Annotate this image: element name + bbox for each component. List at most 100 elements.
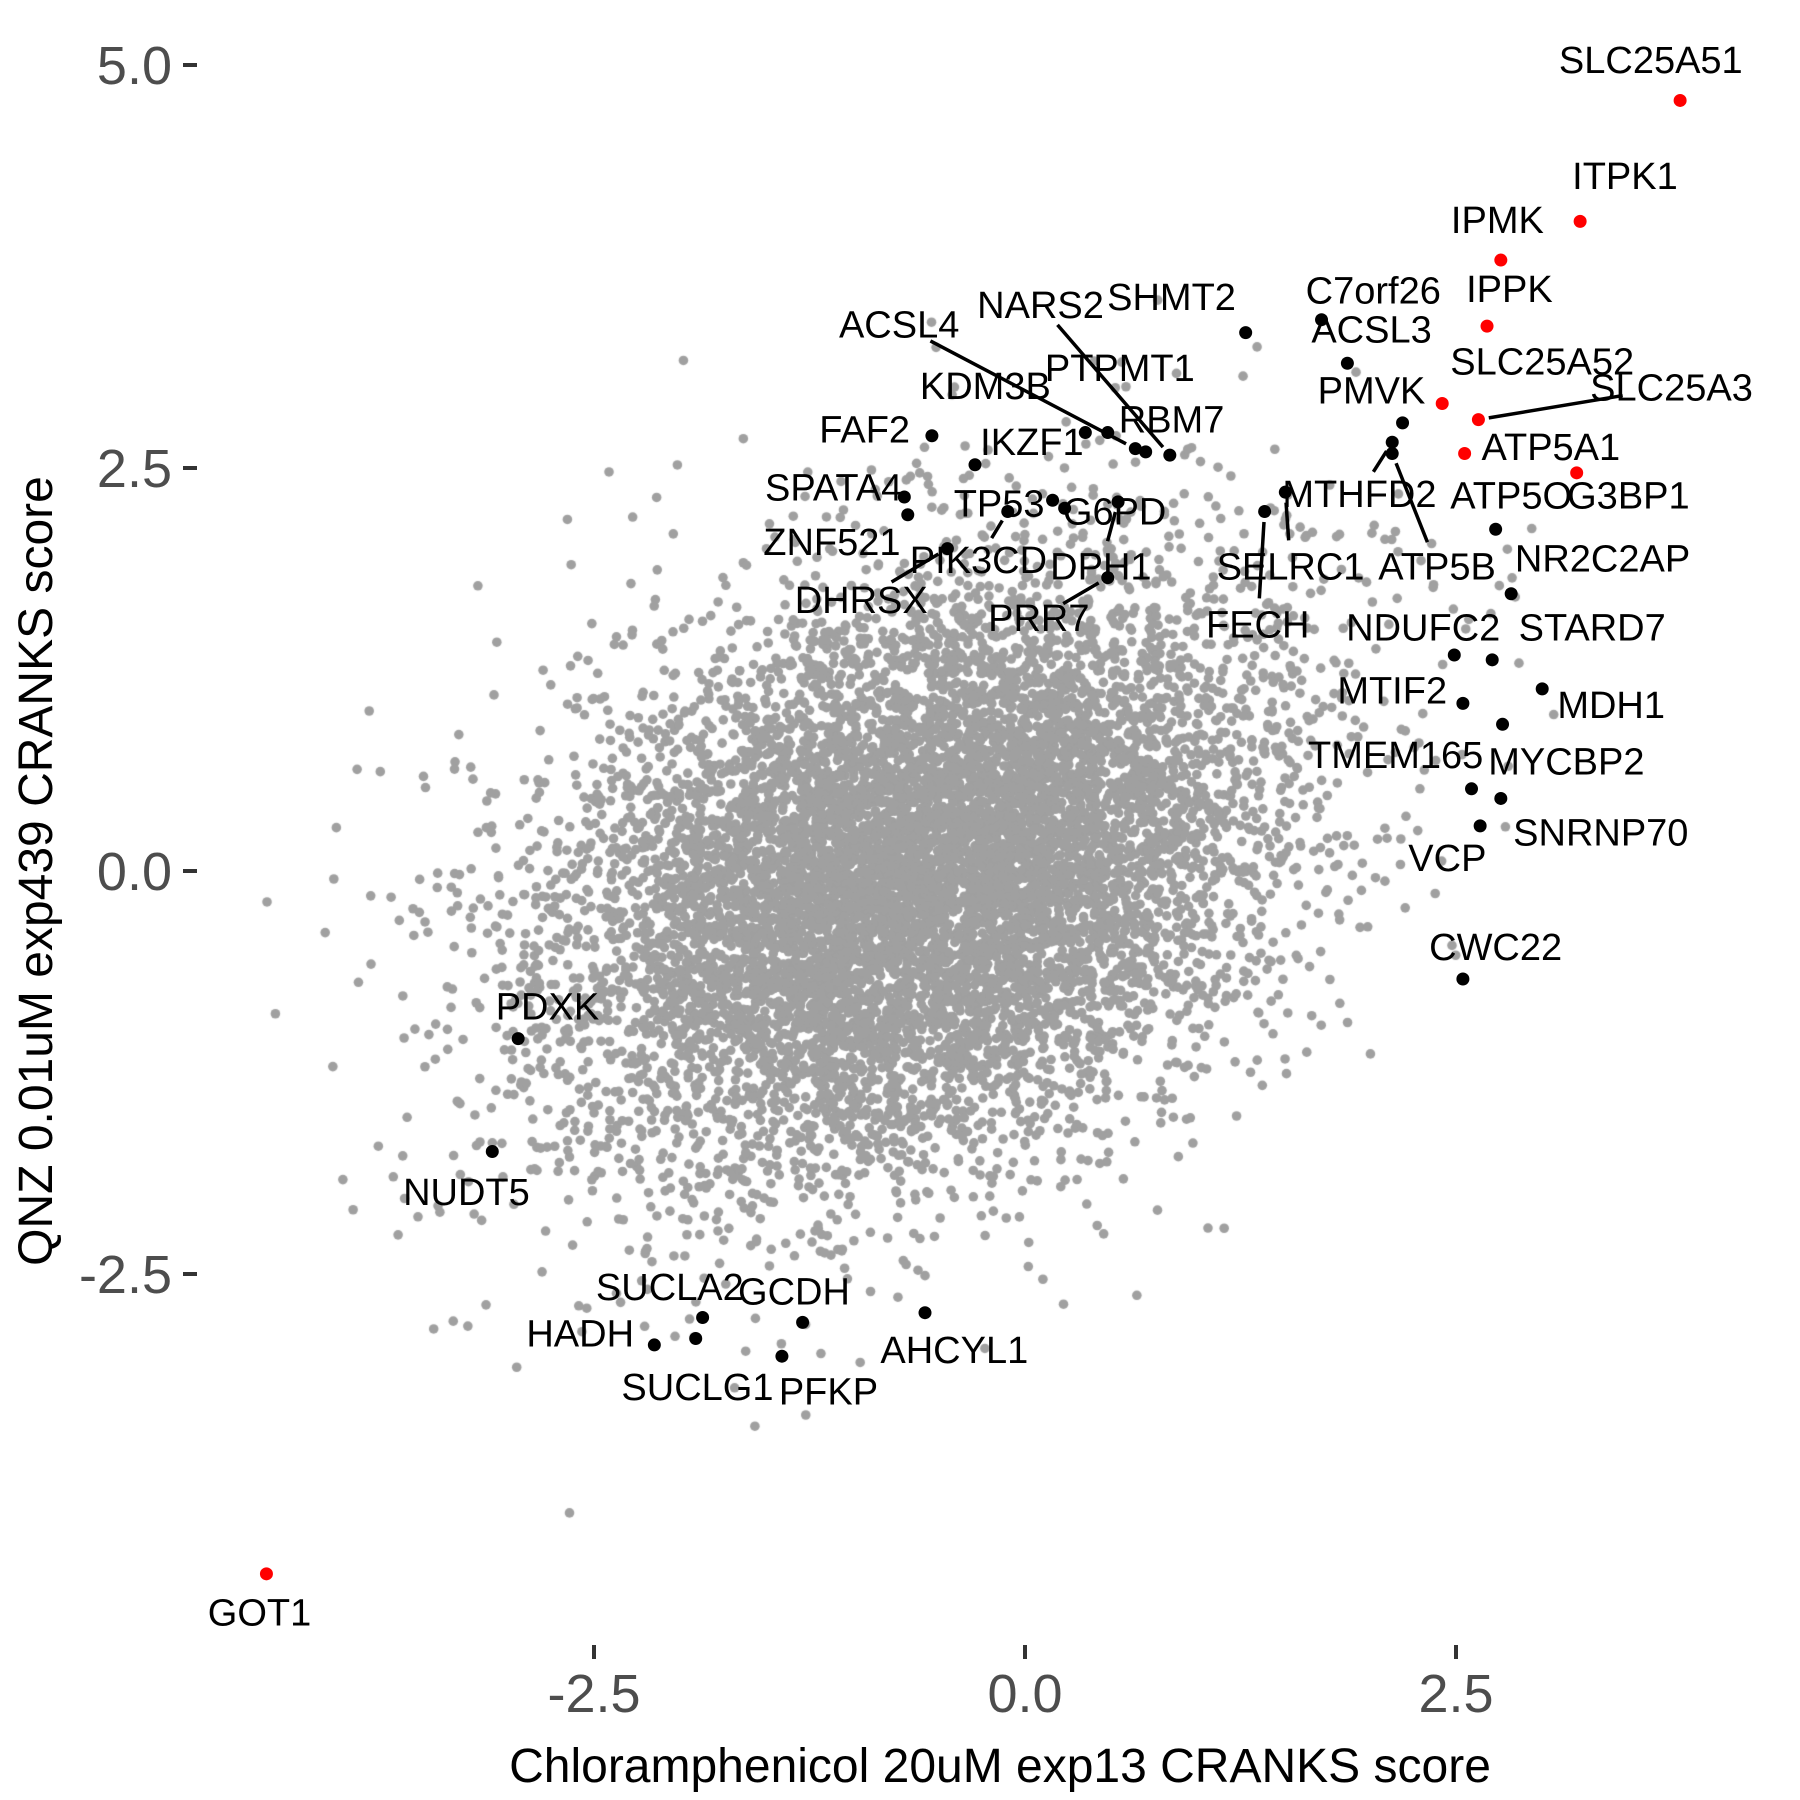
gene-label-PMVK: PMVK — [1318, 371, 1426, 413]
gene-label-MTHFD2: MTHFD2 — [1282, 474, 1436, 516]
gene-label-NARS2: NARS2 — [977, 285, 1104, 327]
gene-point-ZNF521 — [901, 508, 915, 522]
gene-point-STARD7 — [1485, 653, 1499, 667]
gene-label-FAF2: FAF2 — [819, 409, 910, 451]
gene-label-VCP: VCP — [1408, 838, 1486, 880]
gene-point-HADH — [647, 1338, 661, 1352]
gene-point-TMEM165 — [1465, 782, 1479, 796]
gene-point-ATP5A1 — [1458, 446, 1472, 460]
leader-line-DHRSX — [890, 552, 940, 584]
gene-label-ACSL3: ACSL3 — [1311, 309, 1431, 351]
leader-line-ATP5B — [1394, 462, 1430, 543]
gene-point-IPPK — [1480, 319, 1494, 333]
gene-label-IKZF1: IKZF1 — [980, 422, 1083, 464]
axis-ticks — [183, 63, 1458, 1659]
gene-label-DPH1: DPH1 — [1050, 546, 1151, 588]
gene-point-NR2C2AP — [1504, 587, 1518, 601]
gene-point-SUCLG1 — [689, 1331, 703, 1345]
gene-point-G6PD — [1058, 501, 1072, 515]
gene-point-PMVK — [1396, 416, 1410, 430]
gene-label-ZNF521: ZNF521 — [763, 522, 900, 564]
leader-line-DPH1 — [1105, 511, 1118, 542]
leader-line-SLC25A3 — [1488, 393, 1623, 420]
y-axis-tick-label: -2.5 — [79, 1245, 172, 1305]
gene-label-ATP5O: ATP5O — [1450, 475, 1572, 517]
gene-point-MTIF2 — [1456, 696, 1470, 710]
gene-point-NDUFC2 — [1447, 648, 1461, 662]
gene-point-NARS2 — [1163, 448, 1177, 462]
gene-point-TP53 — [1046, 493, 1060, 507]
label-leader-lines — [890, 323, 1623, 606]
gene-label-CWC22: CWC22 — [1429, 927, 1562, 969]
gene-point-FECH — [1258, 505, 1272, 519]
gene-point-CWC22 — [1456, 972, 1470, 986]
gene-label-NUDT5: NUDT5 — [403, 1172, 530, 1214]
gene-point-GCDH — [796, 1315, 810, 1329]
gene-label-DHRSX: DHRSX — [795, 580, 928, 622]
x-axis-tick-label: 2.5 — [1418, 1664, 1493, 1724]
gene-point-PFKP — [775, 1349, 789, 1363]
gene-label-HADH: HADH — [526, 1314, 634, 1356]
gene-label-SHMT2: SHMT2 — [1107, 277, 1236, 319]
gene-point-MDH1 — [1535, 682, 1549, 696]
gene-point-C7orf26 — [1315, 313, 1329, 327]
x-axis-tick-label: -2.5 — [547, 1664, 640, 1724]
gene-label-SNRNP70: SNRNP70 — [1513, 812, 1688, 854]
gene-label-PDXK: PDXK — [496, 986, 599, 1028]
gene-point-SLC25A52 — [1435, 397, 1449, 411]
gene-label-MDH1: MDH1 — [1557, 685, 1665, 727]
gene-point-SPATA4 — [897, 490, 911, 504]
gene-label-G3BP1: G3BP1 — [1567, 475, 1690, 517]
gene-label-G6PD: G6PD — [1063, 492, 1166, 534]
gene-point-GOT1 — [259, 1567, 273, 1581]
gene-label-PFKP: PFKP — [779, 1372, 878, 1414]
gene-point-SELRC1 — [1278, 485, 1292, 499]
gene-label-SUCLG1: SUCLG1 — [621, 1367, 773, 1409]
gene-label-RBM7: RBM7 — [1119, 400, 1225, 442]
gene-label-C7orf26: C7orf26 — [1306, 271, 1441, 313]
gene-label-SLC25A51: SLC25A51 — [1559, 40, 1743, 82]
gene-point-FAF2 — [925, 429, 939, 443]
gene-label-PRR7: PRR7 — [988, 598, 1089, 640]
gene-point-RBM7 — [1139, 445, 1153, 459]
gene-label-AHCYL1: AHCYL1 — [880, 1330, 1028, 1372]
gene-label-PTPMT1: PTPMT1 — [1045, 348, 1195, 390]
gene-point-MTHFD2 — [1385, 435, 1399, 449]
gene-label-ATP5B: ATP5B — [1378, 546, 1496, 588]
gene-point-AHCYL1 — [918, 1306, 932, 1320]
gene-label-SPATA4: SPATA4 — [765, 467, 902, 509]
x-axis-title: Chloramphenicol 20uM exp13 CRANKS score — [509, 1740, 1491, 1793]
gene-point-IPMK — [1494, 253, 1508, 267]
gene-label-ATP5A1: ATP5A1 — [1481, 427, 1620, 469]
gene-label-ACSL4: ACSL4 — [839, 305, 959, 347]
gene-label-MYCBP2: MYCBP2 — [1488, 741, 1644, 783]
x-axis-tick-label: 0.0 — [987, 1664, 1062, 1724]
gene-label-GOT1: GOT1 — [208, 1593, 311, 1635]
gene-label-SLC25A52: SLC25A52 — [1450, 342, 1634, 384]
leader-line-ACSL4 — [929, 339, 1127, 446]
gene-point-G3BP1 — [1570, 466, 1584, 480]
gene-point-ITPK1 — [1573, 214, 1587, 228]
leader-line-PRR7 — [1062, 581, 1100, 606]
gene-label-SUCLA2: SUCLA2 — [596, 1267, 744, 1309]
gene-point-IKZF1 — [1078, 426, 1092, 440]
gene-point-SLC25A51 — [1673, 93, 1687, 107]
y-axis-title: QNZ 0.01uM exp439 CRANKS score — [10, 476, 63, 1266]
gene-label-IPPK: IPPK — [1466, 269, 1553, 311]
axis-tick-labels: -2.5 0.0 2.5 -2.5 0.0 2.5 5.0 — [79, 36, 1494, 1724]
y-axis-tick-label: 0.0 — [97, 842, 172, 902]
gene-point-ACSL4 — [1128, 442, 1142, 456]
gene-label-TMEM165: TMEM165 — [1308, 735, 1483, 777]
gene-point-MYCBP2 — [1496, 717, 1510, 731]
gene-point-KDM3B — [968, 458, 982, 472]
gene-point-SNRNP70 — [1494, 791, 1508, 805]
leader-line-PIK3CD — [990, 519, 1004, 540]
leader-line-MTHFD2 — [1371, 450, 1389, 473]
gene-label-NR2C2AP: NR2C2AP — [1515, 538, 1690, 580]
y-axis-tick-label: 2.5 — [97, 439, 172, 499]
gene-point-PDXK — [511, 1032, 525, 1046]
gene-point-SHMT2 — [1239, 326, 1253, 340]
